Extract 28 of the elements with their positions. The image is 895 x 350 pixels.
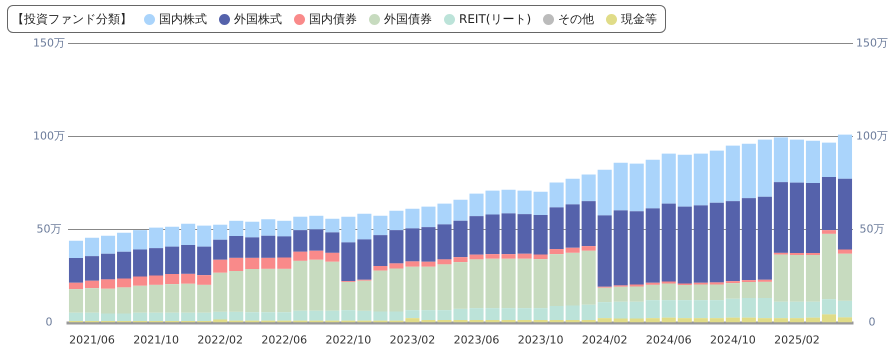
x-tick-label: 2023/10	[518, 333, 564, 346]
x-tick-label: 2022/02	[197, 333, 244, 346]
x-tick-label: 2024/10	[710, 333, 756, 346]
y2-tick-label: 0	[868, 316, 876, 329]
legend-label: 外国株式	[234, 10, 282, 28]
legend-label: REIT(リート)	[459, 10, 532, 28]
y-tick-label: 150万	[33, 36, 65, 50]
x-tick-label: 2023/02	[390, 333, 436, 346]
x-tick-label: 2024/06	[646, 333, 692, 346]
x-tick-label: 2023/06	[454, 333, 500, 346]
x-tick-label: 2022/10	[326, 333, 372, 346]
y-tick-label: 0	[46, 316, 52, 329]
y2-tick-label: 150万	[856, 36, 888, 50]
y-tick-label: 50万	[36, 222, 62, 236]
legend-label: 外国債券	[384, 10, 432, 28]
x-tick-label: 2024/02	[582, 333, 628, 346]
legend-label: 現金等	[621, 10, 658, 28]
x-tick-label: 2025/02	[774, 333, 820, 346]
y2-tick-label: 50万	[860, 222, 884, 236]
legend-label: その他	[558, 10, 594, 28]
legend-title: 【投資ファンド分類】	[12, 10, 132, 28]
y2-tick-label: 100万	[856, 130, 888, 143]
x-tick-label: 2022/06	[261, 333, 308, 346]
legend-label: 国内債券	[309, 10, 357, 28]
x-tick-label: 2021/10	[133, 333, 179, 346]
y-tick-label: 100万	[33, 130, 65, 143]
x-tick-label: 2021/06	[69, 333, 115, 346]
legend-label: 国内株式	[159, 10, 207, 28]
